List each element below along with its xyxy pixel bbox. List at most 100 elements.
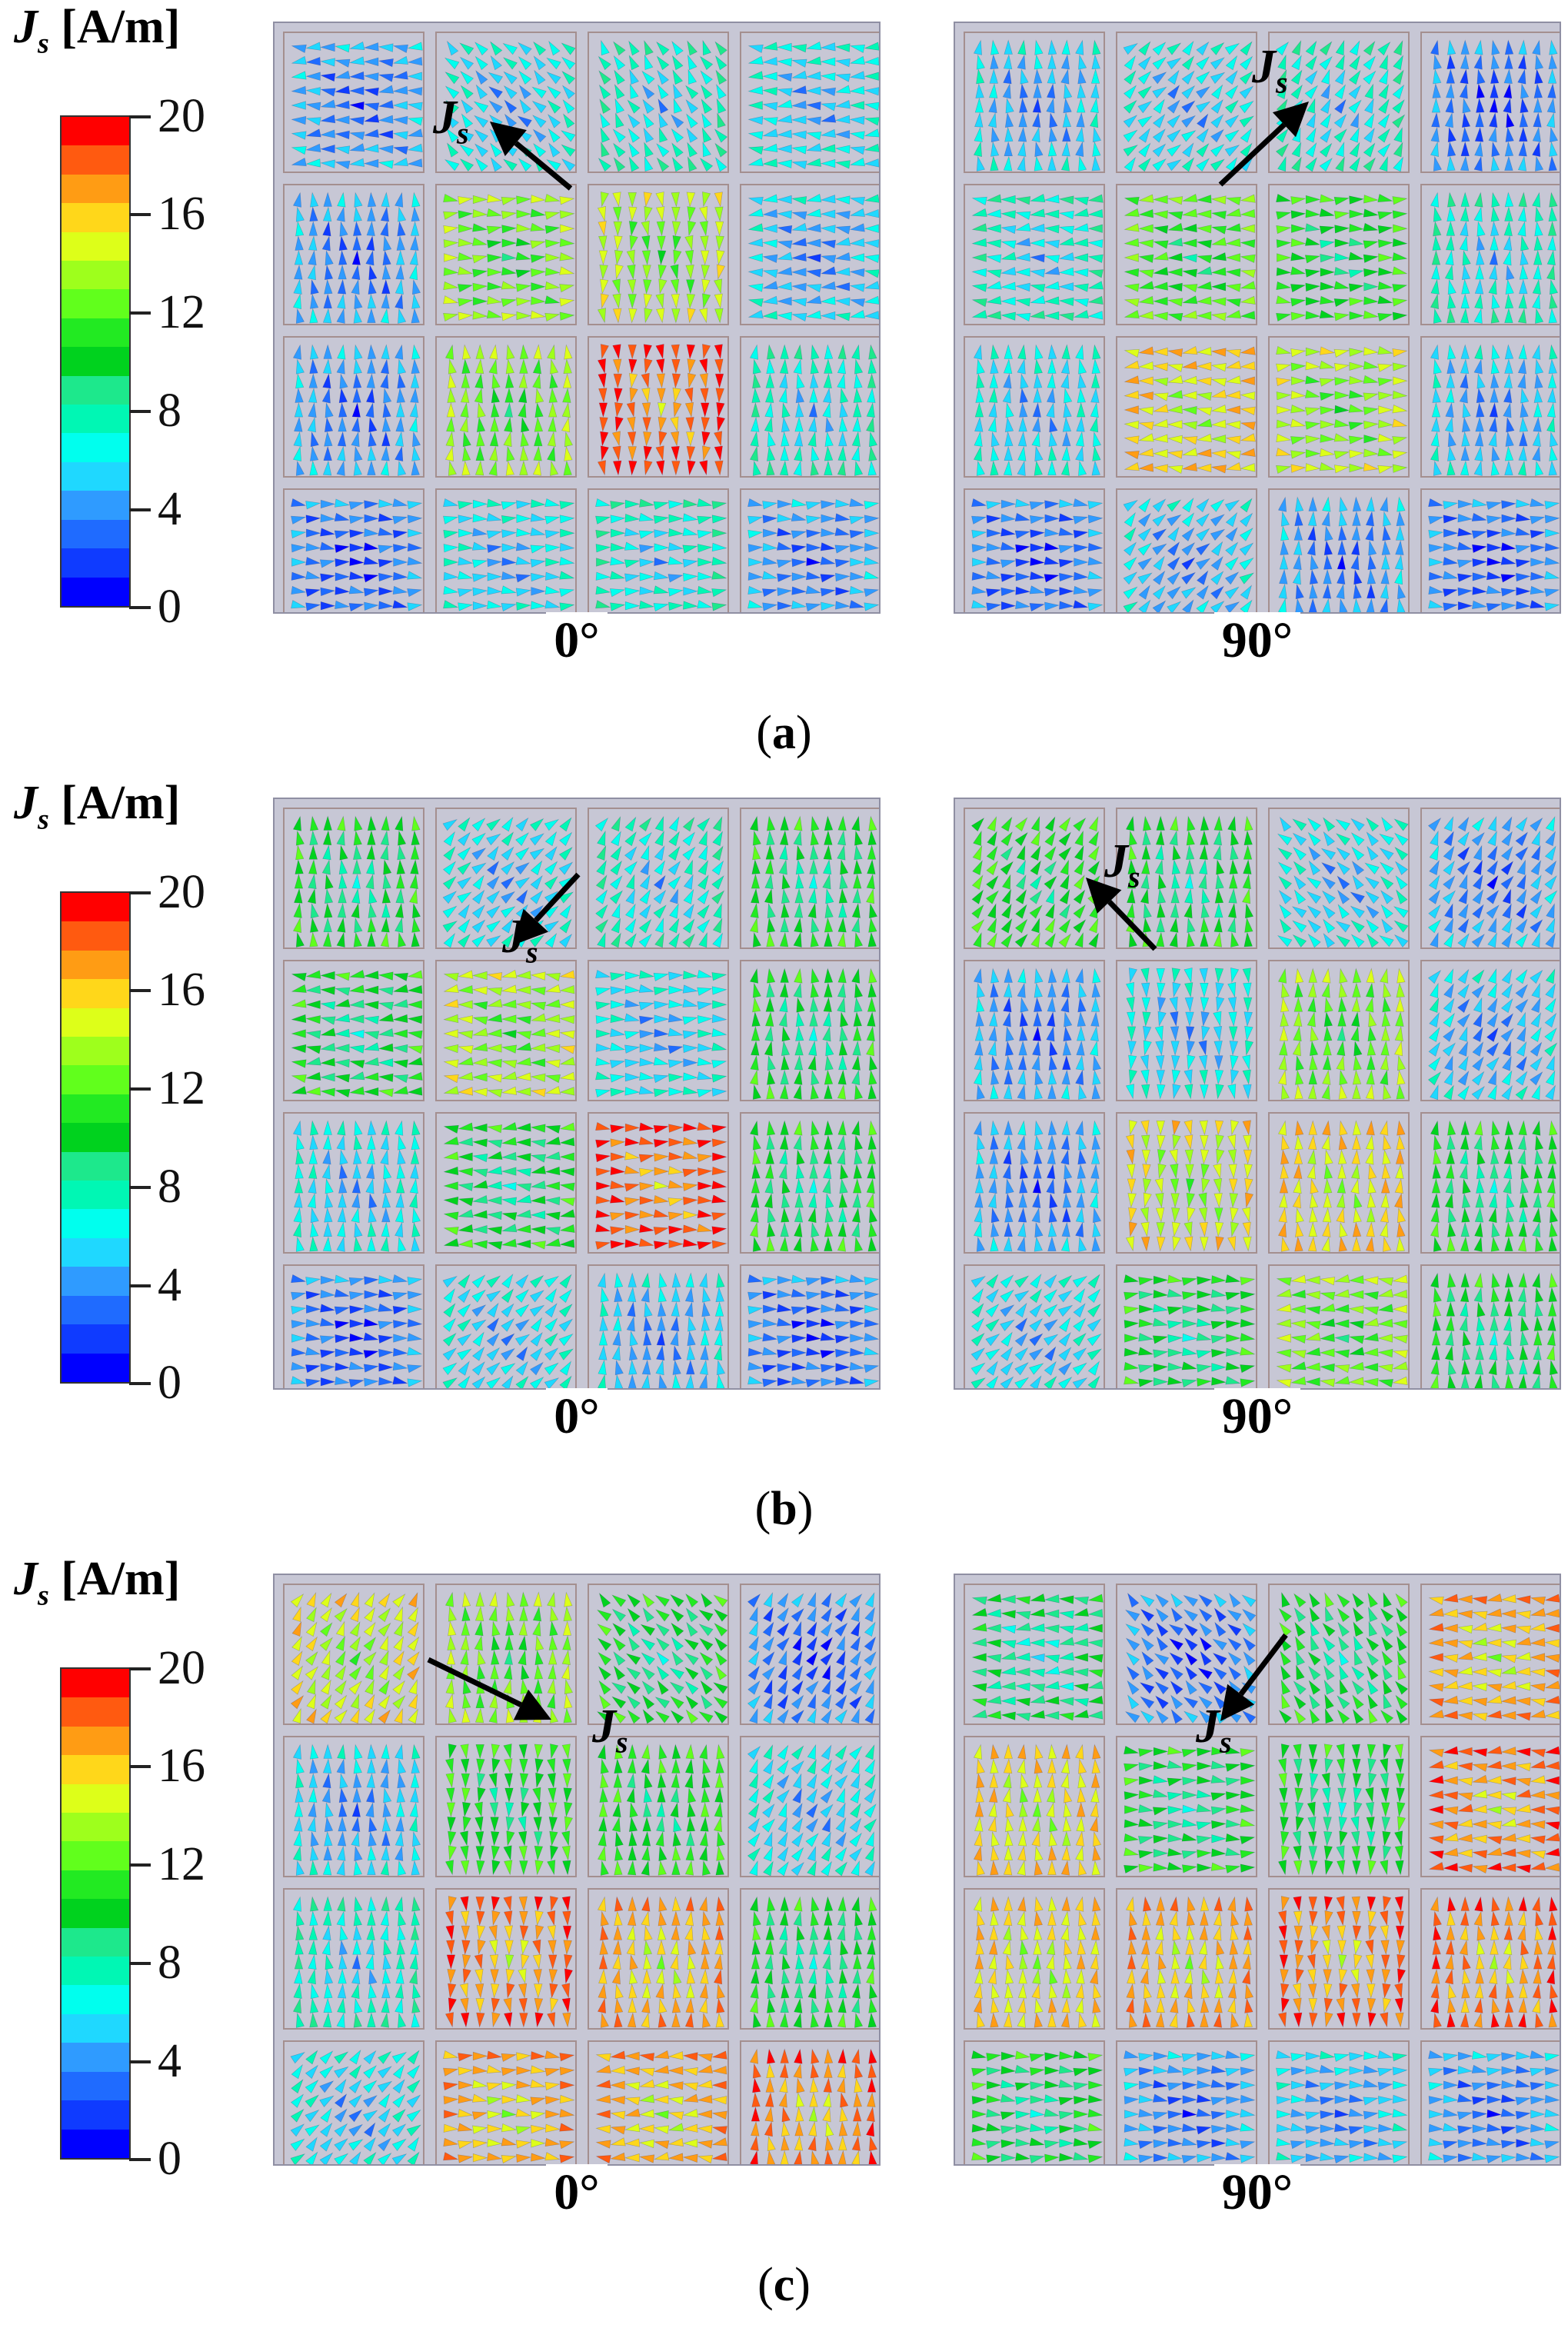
current-vector bbox=[378, 513, 394, 522]
current-vector bbox=[1000, 846, 1014, 861]
current-vector bbox=[1502, 888, 1512, 904]
current-vector bbox=[502, 42, 518, 55]
current-vector bbox=[1365, 1134, 1375, 1151]
current-vector bbox=[1087, 501, 1104, 510]
current-vector bbox=[320, 1275, 336, 1285]
current-vector bbox=[505, 358, 514, 375]
current-vector bbox=[1367, 1207, 1376, 1223]
current-vector bbox=[866, 1040, 875, 1057]
current-vector bbox=[308, 1164, 318, 1179]
current-vector bbox=[295, 1236, 305, 1252]
current-vector bbox=[1473, 460, 1483, 476]
current-vector bbox=[989, 1149, 999, 1164]
current-vector bbox=[610, 1014, 626, 1024]
current-vector bbox=[1447, 192, 1456, 208]
current-vector bbox=[687, 54, 697, 71]
current-vector bbox=[1143, 902, 1152, 919]
current-vector bbox=[1029, 585, 1045, 594]
current-vector bbox=[657, 235, 666, 251]
panel-b: Js [A/m] 20 16 12 8 4 0 Js Js 0° 90° (b) bbox=[0, 776, 1568, 1552]
current-vector bbox=[684, 1301, 694, 1317]
patch-cell bbox=[1268, 1112, 1410, 1254]
current-vector bbox=[1305, 157, 1317, 172]
patch-cell bbox=[740, 960, 879, 1101]
current-vector bbox=[1377, 128, 1390, 143]
current-vector bbox=[1075, 1054, 1084, 1071]
current-vector bbox=[1473, 54, 1483, 70]
current-vector bbox=[1517, 54, 1527, 70]
current-vector bbox=[1504, 308, 1513, 323]
current-vector bbox=[307, 416, 316, 433]
current-vector bbox=[1124, 298, 1140, 308]
current-vector bbox=[1073, 498, 1089, 508]
current-vector bbox=[1127, 1026, 1137, 1042]
current-vector bbox=[810, 1084, 819, 1100]
current-vector bbox=[1290, 298, 1307, 307]
patch-cell bbox=[1268, 488, 1410, 612]
current-vector bbox=[1034, 155, 1043, 172]
current-vector bbox=[972, 558, 987, 567]
current-vector bbox=[516, 223, 531, 233]
current-vector bbox=[1275, 143, 1290, 158]
current-vector bbox=[392, 544, 408, 553]
current-vector bbox=[1029, 603, 1045, 612]
current-vector bbox=[1500, 1013, 1514, 1027]
current-vector bbox=[1515, 527, 1531, 536]
current-vector bbox=[1029, 904, 1043, 919]
current-vector bbox=[682, 1168, 698, 1177]
current-vector bbox=[1431, 264, 1440, 280]
current-vector bbox=[1078, 54, 1087, 70]
current-vector bbox=[1196, 528, 1210, 541]
current-vector bbox=[1383, 1236, 1392, 1252]
current-vector bbox=[458, 904, 470, 919]
current-vector bbox=[443, 544, 459, 553]
current-vector bbox=[1352, 1221, 1362, 1237]
current-vector bbox=[392, 115, 408, 125]
current-vector bbox=[1240, 295, 1256, 305]
current-vector bbox=[1530, 544, 1546, 553]
current-vector bbox=[752, 931, 761, 948]
current-vector bbox=[471, 1319, 487, 1331]
current-vector bbox=[1520, 249, 1529, 266]
current-vector bbox=[1210, 42, 1225, 55]
current-vector bbox=[990, 1054, 1000, 1071]
current-vector bbox=[323, 1120, 332, 1135]
current-vector bbox=[1137, 55, 1152, 71]
current-vector bbox=[458, 1015, 474, 1024]
current-vector bbox=[1138, 406, 1154, 415]
current-vector bbox=[791, 100, 807, 109]
current-vector bbox=[791, 115, 807, 125]
current-vector bbox=[1143, 1040, 1152, 1056]
current-vector bbox=[686, 445, 696, 461]
current-vector bbox=[820, 239, 836, 249]
current-vector bbox=[1276, 239, 1292, 248]
current-vector bbox=[1152, 143, 1167, 158]
current-vector bbox=[352, 235, 361, 251]
current-vector bbox=[764, 859, 774, 874]
current-vector bbox=[1473, 358, 1483, 375]
current-vector bbox=[750, 902, 759, 918]
current-vector bbox=[1392, 210, 1408, 219]
current-vector bbox=[1210, 389, 1227, 398]
current-vector bbox=[824, 968, 834, 984]
current-vector bbox=[514, 1334, 531, 1346]
current-vector bbox=[1171, 859, 1181, 875]
current-vector bbox=[1392, 252, 1408, 261]
current-vector bbox=[501, 891, 516, 904]
current-vector bbox=[1088, 831, 1099, 847]
colorbar-tick-label: 16 bbox=[158, 188, 205, 240]
current-vector bbox=[1427, 919, 1442, 934]
current-vector bbox=[1187, 1207, 1196, 1223]
current-vector bbox=[458, 1071, 474, 1081]
current-vector bbox=[472, 282, 488, 292]
current-vector bbox=[683, 1123, 698, 1132]
current-vector bbox=[1486, 997, 1498, 1014]
current-vector bbox=[1171, 1055, 1180, 1071]
current-vector bbox=[548, 401, 558, 418]
current-vector bbox=[1280, 982, 1290, 998]
current-vector bbox=[751, 1192, 760, 1208]
current-vector bbox=[1225, 360, 1241, 369]
current-vector bbox=[394, 815, 404, 831]
current-vector bbox=[851, 968, 861, 984]
current-vector bbox=[702, 344, 711, 360]
